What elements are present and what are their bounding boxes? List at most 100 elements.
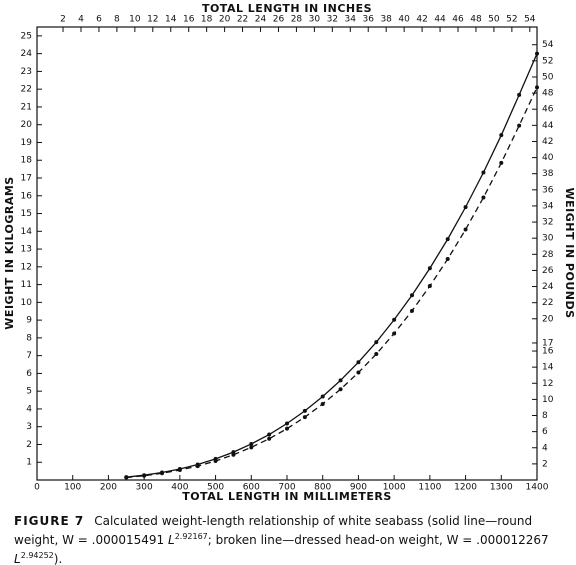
x-tick-label: 1300 [490, 483, 513, 493]
x2-tick-label: 8 [114, 15, 120, 25]
y-tick-label: 6 [26, 369, 32, 379]
y-tick-label: 22 [21, 85, 32, 95]
y2-tick-label: 38 [542, 169, 554, 179]
x-tick-label: 1000 [383, 483, 406, 493]
y2-tick-label: 16 [542, 347, 554, 357]
caption-symbol: L [14, 552, 21, 565]
y2-tick-label: 30 [542, 234, 554, 244]
x2-tick-label: 28 [291, 15, 303, 25]
x2-tick-label: 2 [60, 15, 66, 25]
data-point [338, 378, 343, 383]
data-point [285, 426, 289, 431]
x-tick-label: 800 [314, 483, 331, 493]
y-tick-label: 1 [26, 458, 32, 468]
x2-tick-label: 4 [78, 15, 84, 25]
y2-tick-label: 42 [542, 137, 553, 147]
y-tick-label: 20 [21, 120, 33, 130]
caption-exponent: 2.92167 [174, 532, 208, 541]
y-tick-label: 23 [21, 67, 32, 77]
series-line [126, 87, 538, 479]
y2-tick-label: 12 [542, 379, 553, 389]
caption: FIGURE 7 Calculated weight-length relatio… [14, 514, 570, 565]
data-point [124, 475, 129, 480]
data-point [356, 360, 361, 365]
x-tick-label: 500 [207, 483, 224, 493]
x2-tick-label: 20 [219, 15, 231, 25]
y2-tick-label: 34 [542, 201, 554, 211]
data-point [481, 195, 486, 200]
data-point [142, 473, 147, 478]
y2-tick-label: 48 [542, 89, 554, 99]
data-point [427, 266, 432, 271]
y-tick-label: 21 [21, 102, 32, 112]
data-point [410, 293, 414, 298]
data-point [392, 331, 397, 336]
x2-tick-label: 34 [345, 15, 357, 25]
x2-tick-label: 52 [506, 15, 517, 25]
data-point [392, 317, 397, 322]
x2-tick-label: 42 [416, 15, 427, 25]
data-point [427, 284, 432, 289]
y2-tick-label: 36 [542, 185, 554, 195]
caption-text: Calculated weight-length relationship of… [14, 514, 533, 547]
x2-axis-title: TOTAL LENGTH IN INCHES [202, 2, 372, 15]
data-point [535, 85, 539, 90]
y2-tick-label: 2 [542, 459, 548, 469]
y2-tick-label: 14 [542, 363, 554, 373]
y2-tick-label: 28 [542, 250, 554, 260]
y2-tick-label: 40 [542, 153, 554, 163]
data-point [231, 452, 236, 457]
x2-tick-label: 44 [434, 15, 446, 25]
y-tick-label: 10 [21, 298, 33, 308]
y2-tick-label: 6 [542, 427, 548, 437]
data-point [374, 352, 379, 357]
y-tick-label: 24 [21, 49, 33, 59]
data-point [374, 340, 379, 345]
y-tick-label: 25 [21, 31, 32, 41]
x-tick-label: 600 [243, 483, 260, 493]
y-tick-label: 2 [26, 440, 32, 450]
y-axis-title: WEIGHT IN KILOGRAMS [3, 176, 16, 329]
data-point [535, 51, 539, 56]
x-tick-label: 1100 [418, 483, 441, 493]
x2-tick-label: 38 [380, 15, 392, 25]
x2-tick-label: 54 [524, 15, 536, 25]
caption-text: ). [53, 552, 63, 565]
y-tick-label: 3 [26, 422, 32, 432]
y2-tick-label: 20 [542, 314, 554, 324]
data-point [463, 227, 468, 232]
data-point [481, 170, 486, 175]
data-point [320, 401, 325, 406]
data-point [249, 445, 254, 450]
x2-tick-label: 26 [273, 15, 285, 25]
y2-tick-label: 22 [542, 298, 553, 308]
figure-label: FIGURE 7 [14, 514, 85, 528]
x2-tick-label: 50 [488, 15, 500, 25]
data-point [517, 123, 522, 128]
x-tick-label: 200 [100, 483, 117, 493]
x2-tick-label: 12 [147, 15, 158, 25]
x2-tick-label: 48 [470, 15, 482, 25]
y2-tick-label: 46 [542, 105, 554, 115]
y2-tick-label: 26 [542, 266, 554, 276]
y2-tick-label: 10 [542, 395, 554, 405]
data-point [285, 421, 289, 426]
data-point [410, 308, 414, 313]
x2-tick-label: 30 [309, 15, 321, 25]
caption-text: ; broken line—dressed head-on weight, W … [207, 533, 549, 547]
x2-tick-label: 18 [201, 15, 213, 25]
y2-tick-label: 24 [542, 282, 554, 292]
x-tick-label: 1400 [526, 483, 549, 493]
y-tick-label: 12 [21, 262, 32, 272]
data-point [463, 205, 468, 210]
data-point [445, 257, 450, 262]
y2-tick-label: 44 [542, 121, 554, 131]
data-point [302, 408, 307, 413]
x2-tick-label: 22 [237, 15, 248, 25]
x2-tick-label: 46 [452, 15, 464, 25]
plot-frame [36, 26, 538, 481]
y-tick-label: 16 [21, 191, 33, 201]
data-point [177, 468, 182, 473]
y-tick-label: 19 [21, 138, 33, 148]
